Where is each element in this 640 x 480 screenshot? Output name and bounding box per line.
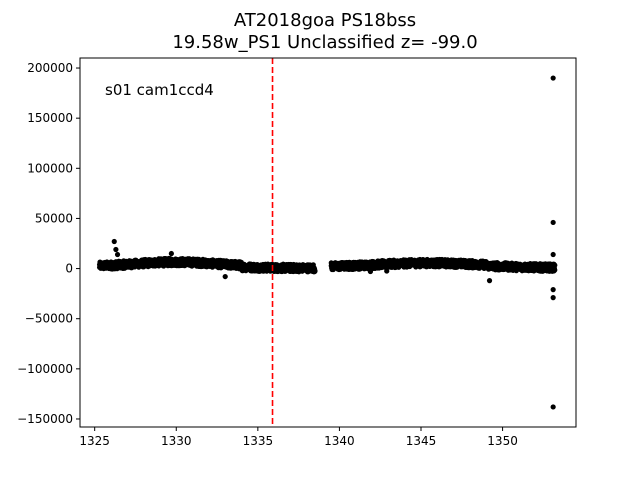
x-tick-label: 1330 bbox=[161, 434, 192, 448]
y-tick-label: 100000 bbox=[27, 161, 73, 175]
outlier-point bbox=[384, 268, 390, 274]
outlier-point bbox=[111, 238, 117, 245]
chart-title-line-1: AT2018goa PS18bss bbox=[234, 10, 416, 31]
outlier-point bbox=[222, 273, 228, 280]
x-tick-label: 1325 bbox=[79, 434, 110, 448]
outlier-point bbox=[550, 219, 556, 226]
plot-area bbox=[96, 58, 558, 427]
outlier-point bbox=[550, 287, 556, 293]
y-tick-label: 150000 bbox=[27, 111, 73, 125]
data-point bbox=[552, 267, 558, 273]
outlier-point bbox=[550, 295, 556, 301]
y-tick-label: 50000 bbox=[35, 211, 73, 225]
y-tick-label: −50000 bbox=[25, 312, 73, 326]
outlier-point bbox=[114, 251, 121, 258]
outlier-point bbox=[550, 75, 556, 81]
outlier-point bbox=[486, 278, 493, 284]
y-tick-label: −100000 bbox=[17, 362, 73, 376]
data-point bbox=[552, 262, 558, 268]
y-tick-label: 200000 bbox=[27, 61, 73, 75]
outlier-point bbox=[550, 251, 556, 258]
outlier-point bbox=[168, 250, 174, 257]
outlier-point bbox=[367, 268, 374, 275]
x-tick-label: 1345 bbox=[406, 434, 437, 448]
chart-title-line-2: 19.58w_PS1 Unclassified z= -99.0 bbox=[172, 32, 477, 53]
y-tick-label: 0 bbox=[65, 262, 73, 276]
x-tick-label: 1350 bbox=[487, 434, 518, 448]
plot-frame bbox=[79, 57, 577, 428]
y-tick-label: −150000 bbox=[17, 412, 73, 426]
outlier-point bbox=[113, 246, 119, 253]
outlier-point bbox=[550, 404, 556, 410]
x-tick-label: 1335 bbox=[243, 434, 274, 448]
x-tick-label: 1340 bbox=[324, 434, 355, 448]
ccd-annotation: s01 cam1ccd4 bbox=[105, 81, 214, 99]
data-point bbox=[312, 268, 318, 274]
